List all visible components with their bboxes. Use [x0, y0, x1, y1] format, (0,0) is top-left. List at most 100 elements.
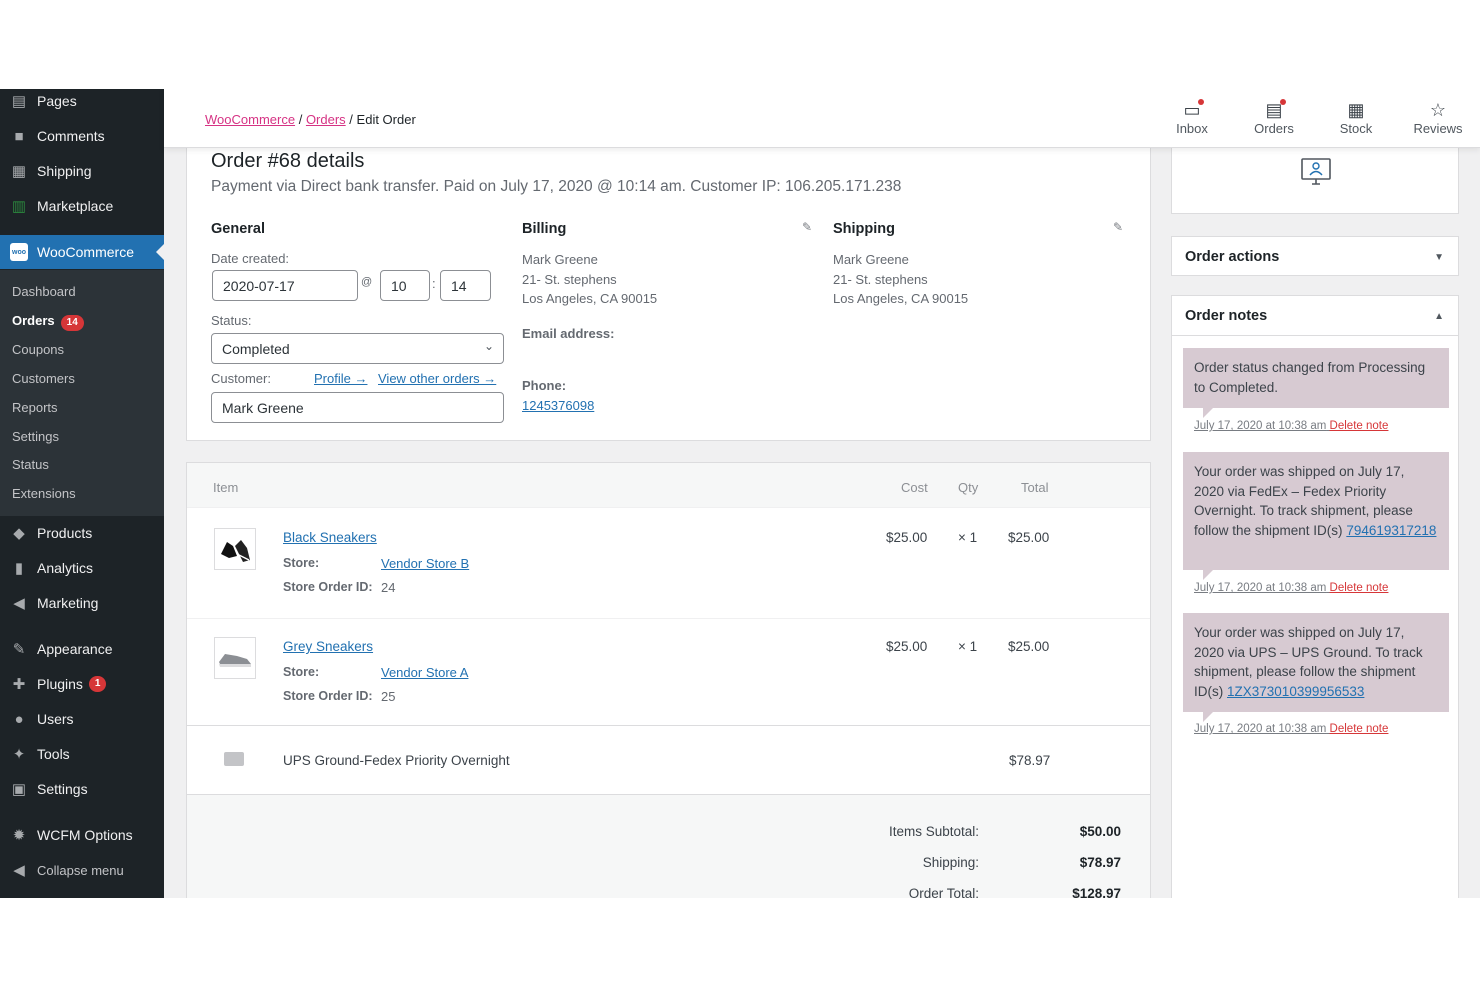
sidebar-item-marketing[interactable]: ◀ Marketing [0, 586, 164, 620]
sidebar-item-users[interactable]: ● Users [0, 702, 164, 736]
order-notes-panel: Order notes ▲ Order status changed from … [1171, 295, 1459, 898]
sidebar-item-pages[interactable]: ▤ Pages [0, 89, 164, 118]
submenu-settings[interactable]: Settings [12, 429, 59, 444]
sidebar-item-marketplace[interactable]: ▥ Marketplace [0, 189, 164, 223]
order-actions-panel[interactable]: Order actions ▼ [1171, 236, 1459, 276]
woocommerce-submenu: Dashboard Orders 14 Coupons Customers Rep… [0, 270, 164, 516]
sidebar-item-settings[interactable]: ▣ Settings [0, 772, 164, 806]
customer-profile-link[interactable]: Profile → [314, 371, 368, 386]
black-sneaker-image [221, 540, 250, 562]
activity-reviews-button[interactable]: ☆ Reviews [1403, 99, 1473, 136]
woocommerce-icon: woo [10, 243, 28, 261]
analytics-icon: ▮ [14, 560, 24, 577]
store-order-id: 25 [381, 689, 396, 704]
phone-link[interactable]: 1245376098 [522, 398, 595, 413]
shipping-city: Los Angeles, CA 90015 [833, 291, 969, 306]
vendor-store-link[interactable]: Vendor Store B [381, 556, 470, 571]
submenu-orders[interactable]: Orders 14 [12, 313, 84, 331]
breadcrumb-separator: / [349, 112, 353, 127]
breadcrumb-woocommerce-link[interactable]: WooCommerce [205, 112, 296, 127]
note-meta: July 17, 2020 at 10:38 am Delete note [1194, 582, 1388, 594]
delete-note-link[interactable]: Delete note [1329, 582, 1389, 594]
customer-select[interactable]: Mark Greene [211, 392, 504, 423]
vendor-store-link[interactable]: Vendor Store A [381, 665, 469, 680]
submenu-customers[interactable]: Customers [12, 371, 75, 386]
column-header-total: Total [1021, 480, 1049, 495]
sidebar-item-products[interactable]: ◆ Products [0, 516, 164, 550]
item-total: $25.00 [1008, 639, 1050, 654]
minute-input[interactable]: 14 [440, 270, 491, 301]
submenu-status[interactable]: Status [12, 457, 49, 472]
billing-street: 21- St. stephens [522, 271, 617, 287]
sidebar-item-plugins[interactable]: ✚ Plugins 1 [0, 667, 164, 701]
item-name-link[interactable]: Grey Sneakers [283, 639, 374, 654]
item-cost: $25.00 [886, 530, 928, 545]
sidebar-item-shipping[interactable]: ▦ Shipping [0, 154, 164, 188]
hour-input[interactable]: 10 [380, 270, 430, 301]
woocommerce-header: WooCommerce / Orders / Edit Order ▭ Inbo… [164, 89, 1480, 148]
sidebar-item-label: Settings [37, 781, 88, 797]
shipping-total-value: $78.97 [1079, 855, 1121, 870]
activity-label: Inbox [1176, 121, 1208, 136]
activity-label: Orders [1254, 121, 1294, 136]
shipping-name: Mark Greene [833, 252, 909, 267]
note-text: Your order was shipped on July 17, 2020 … [1194, 464, 1413, 538]
activity-inbox-button[interactable]: ▭ Inbox [1157, 99, 1227, 136]
at-symbol: @ [361, 276, 373, 288]
status-value: Completed [222, 341, 290, 357]
submenu-reports[interactable]: Reports [12, 400, 58, 415]
status-label: Status: [211, 313, 252, 328]
order-items-panel: Item Cost Qty Total Black Sneakers Store… [186, 462, 1151, 898]
column-header-item: Item [213, 480, 239, 495]
billing-address: Mark Greene 21- St. stephens Los Angeles… [522, 250, 657, 309]
shipping-grid-icon: ▦ [11, 163, 27, 180]
submenu-extensions[interactable]: Extensions [12, 486, 76, 501]
inbox-icon: ▭ [1183, 100, 1201, 120]
sidebar-item-label: Marketplace [37, 198, 114, 214]
sidebar-item-label: Comments [37, 128, 105, 144]
breadcrumb-separator: / [298, 112, 303, 127]
tracking-id-link[interactable]: 794619317218 [1346, 522, 1437, 538]
order-total-label: Order Total: [908, 886, 979, 898]
collapse-menu-button[interactable]: ◀ Collapse menu [0, 853, 164, 887]
delete-note-link[interactable]: Delete note [1329, 420, 1389, 432]
status-select[interactable]: Completed ⌄ [211, 333, 504, 364]
email-label: Email address: [522, 326, 615, 341]
edit-shipping-pencil-icon[interactable]: ✎ [1113, 220, 1124, 234]
order-payment-summary: Payment via Direct bank transfer. Paid o… [211, 178, 902, 195]
activity-stock-button[interactable]: ▦ Stock [1321, 99, 1391, 136]
billing-city: Los Angeles, CA 90015 [522, 291, 658, 306]
time-colon: : [432, 276, 436, 291]
sidebar-item-woocommerce[interactable]: woo WooCommerce [0, 235, 164, 269]
caret-down-icon[interactable]: ▼ [1434, 252, 1444, 263]
billing-heading: Billing [522, 221, 567, 237]
note-date: July 17, 2020 at 10:38 am [1194, 582, 1327, 594]
date-created-input[interactable]: 2020-07-17 [212, 270, 358, 301]
submenu-coupons[interactable]: Coupons [12, 342, 65, 357]
item-total: $25.00 [1008, 530, 1050, 545]
caret-up-icon[interactable]: ▲ [1434, 311, 1444, 322]
sidebar-item-wcfm-options[interactable]: ✹ WCFM Options [0, 818, 164, 852]
sidebar-item-tools[interactable]: ✦ Tools [0, 737, 164, 771]
sidebar-item-appearance[interactable]: ✎ Appearance [0, 632, 164, 666]
tracking-id-link[interactable]: 1ZX373010399956533 [1227, 683, 1365, 699]
item-name-link[interactable]: Black Sneakers [283, 530, 377, 545]
unread-dot [1280, 99, 1286, 105]
item-cost: $25.00 [886, 639, 928, 654]
sidebar-item-label: Appearance [37, 641, 113, 657]
order-title: Order #68 details [211, 150, 365, 172]
edit-billing-pencil-icon[interactable]: ✎ [802, 220, 813, 234]
view-other-orders-link[interactable]: View other orders → [378, 371, 497, 386]
sidebar-item-analytics[interactable]: ▮ Analytics [0, 551, 164, 585]
submenu-dashboard[interactable]: Dashboard [12, 284, 76, 299]
activity-orders-button[interactable]: ▤ Orders [1239, 99, 1309, 136]
orders-count-badge: 14 [60, 315, 84, 331]
shipping-method-name: UPS Ground-Fedex Priority Overnight [283, 753, 510, 768]
appearance-icon: ✎ [12, 641, 26, 658]
delete-note-link[interactable]: Delete note [1329, 723, 1389, 735]
note-meta: July 17, 2020 at 10:38 am Delete note [1194, 420, 1388, 432]
breadcrumb-orders-link[interactable]: Orders [305, 112, 346, 127]
shipping-line-total: $78.97 [1009, 753, 1051, 768]
tools-icon: ✦ [12, 746, 26, 763]
sidebar-item-comments[interactable]: ■ Comments [0, 119, 164, 153]
